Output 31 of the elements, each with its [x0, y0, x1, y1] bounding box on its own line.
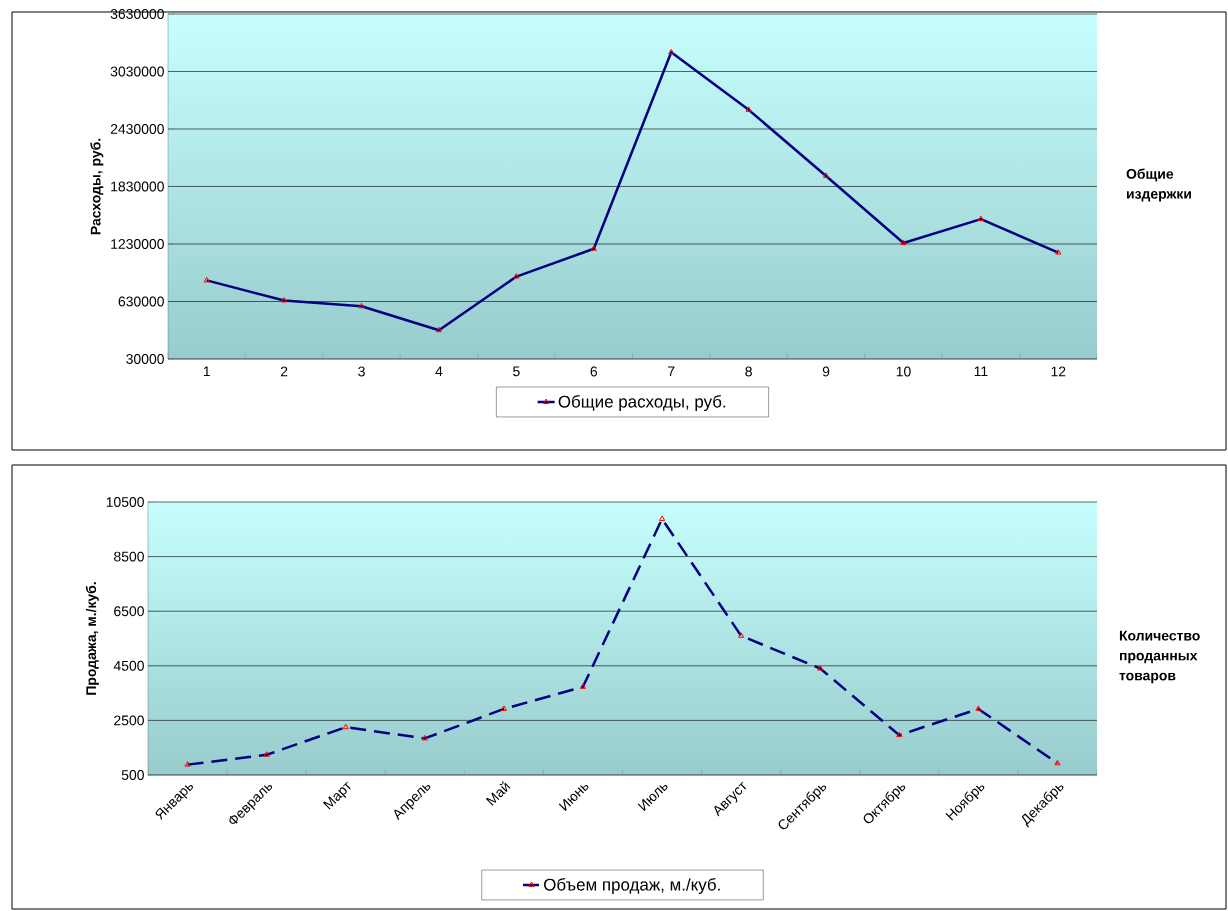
- x-tick-label: 3: [358, 366, 365, 377]
- y-axis-title: Расходы, руб.: [90, 138, 104, 235]
- y-tick-label: 2500: [114, 715, 144, 726]
- x-tick-label: 7: [668, 366, 675, 377]
- x-tick-label: 6: [590, 366, 598, 377]
- x-tick-label: 2: [280, 366, 288, 377]
- y-tick-label: 10500: [106, 497, 144, 507]
- y-tick-label: 3630000: [110, 9, 164, 19]
- x-tick-label: 4: [435, 366, 443, 377]
- y-tick-label: 30000: [126, 354, 164, 364]
- legend-label: Объем продаж, м./куб.: [544, 878, 720, 894]
- y-tick-label: 6500: [114, 606, 144, 617]
- y-tick-label: 630000: [118, 296, 164, 307]
- x-tick-label: 12: [1051, 366, 1066, 377]
- y-tick-label: 1830000: [111, 181, 164, 192]
- y-axis-title: Продажа, м./куб.: [85, 582, 99, 695]
- x-tick-label: 9: [822, 366, 830, 377]
- y-tick-label: 8500: [114, 551, 144, 562]
- y-tick-label: 500: [121, 770, 144, 780]
- x-tick-label: 11: [974, 366, 988, 377]
- x-tick-label: 1: [203, 366, 210, 377]
- x-tick-label: 5: [513, 366, 520, 377]
- text: Общие издержки: [1126, 168, 1191, 202]
- y-tick-label: 2430000: [110, 124, 164, 134]
- legend-label: Общие расходы, руб.: [558, 395, 726, 411]
- x-tick-label: 10: [896, 366, 911, 377]
- text: Количество проданных товаров: [1119, 630, 1200, 684]
- y-tick-label: 1230000: [111, 239, 164, 249]
- y-tick-label: 4500: [113, 660, 144, 671]
- x-tick-label: 8: [745, 366, 752, 377]
- y-tick-label: 3030000: [110, 66, 164, 77]
